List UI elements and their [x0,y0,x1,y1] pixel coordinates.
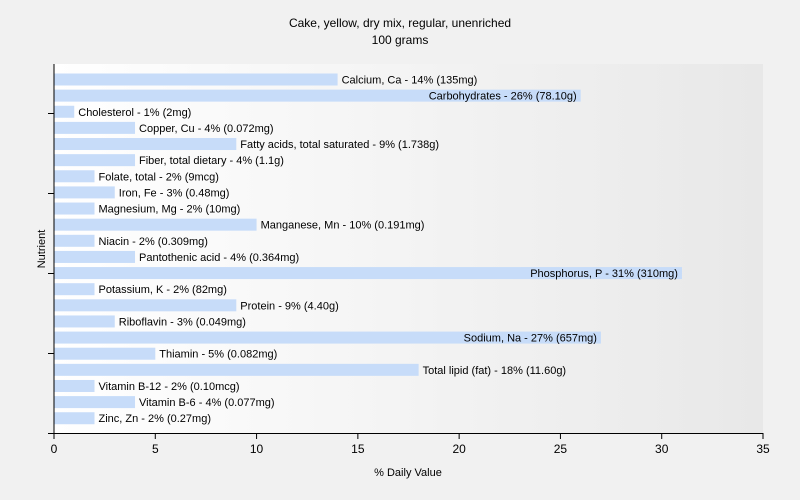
bar-label: Copper, Cu - 4% (0.072mg) [139,123,274,135]
bar-label: Zinc, Zn - 2% (0.27mg) [99,413,211,425]
y-ticks-group [48,113,54,434]
bar-label: Total lipid (fat) - 18% (11.60g) [423,365,566,377]
chart-subtitle: 100 grams [372,33,429,47]
bar-label: Folate, total - 2% (9mcg) [99,171,219,183]
bar [54,105,75,118]
x-tick-label: 20 [452,442,466,456]
bar-label: Sodium, Na - 27% (657mg) [464,333,597,345]
bar [54,267,682,280]
bar-label: Calcium, Ca - 14% (135mg) [342,75,478,87]
bar [54,154,136,167]
bar [54,250,136,263]
bar-label: Manganese, Mn - 10% (0.191mg) [261,220,425,232]
x-tick-label: 10 [250,442,264,456]
bars-group [54,73,682,425]
bar [54,89,581,102]
bar [54,299,237,312]
bar-label: Phosphorus, P - 31% (310mg) [530,268,678,280]
plot-area [54,64,763,433]
bar [54,347,156,360]
bar-label: Protein - 9% (4.40g) [240,300,338,312]
bar [54,234,95,247]
bar-label: Magnesium, Mg - 2% (10mg) [99,204,241,216]
x-tick-label: 30 [655,442,669,456]
chart-title: Cake, yellow, dry mix, regular, unenrich… [289,16,511,30]
bar [54,412,95,425]
bar-label: Pantothenic acid - 4% (0.364mg) [139,252,299,264]
bar [54,218,257,231]
bar [54,186,115,199]
bar-label: Vitamin B-12 - 2% (0.10mcg) [99,381,240,393]
bar [54,121,136,134]
x-tick-label: 35 [756,442,770,456]
x-tick-label: 25 [554,442,568,456]
y-axis-title: Nutrient [36,230,48,269]
bar [54,283,95,296]
bar [54,138,237,151]
bar-label: Riboflavin - 3% (0.049mg) [119,316,246,328]
bar-label: Vitamin B-6 - 4% (0.077mg) [139,397,275,409]
x-ticks-group: 0 5 10 15 20 25 30 35 [51,433,770,456]
bar-label: Fiber, total dietary - 4% (1.1g) [139,155,284,167]
bar [54,379,95,392]
bar [54,170,95,183]
x-axis-title: % Daily Value [374,467,442,479]
bar [54,363,419,376]
bar [54,396,136,409]
bar-label: Thiamin - 5% (0.082mg) [159,349,277,361]
bar [54,331,601,344]
x-tick-label: 5 [152,442,159,456]
bar-label: Potassium, K - 2% (82mg) [99,284,227,296]
bar-labels-group: Calcium, Ca - 14% (135mg) Carbohydrates -… [78,75,678,426]
bar [54,202,95,215]
bar-label: Iron, Fe - 3% (0.48mg) [119,187,230,199]
bar-label: Carbohydrates - 26% (78.10g) [429,91,577,103]
bar-label: Fatty acids, total saturated - 9% (1.738… [240,139,439,151]
bar-label: Cholesterol - 1% (2mg) [78,107,191,119]
bar-label: Niacin - 2% (0.309mg) [99,236,208,248]
bar [54,315,115,328]
x-tick-label: 0 [51,442,58,456]
x-tick-label: 15 [351,442,365,456]
bar [54,73,338,86]
